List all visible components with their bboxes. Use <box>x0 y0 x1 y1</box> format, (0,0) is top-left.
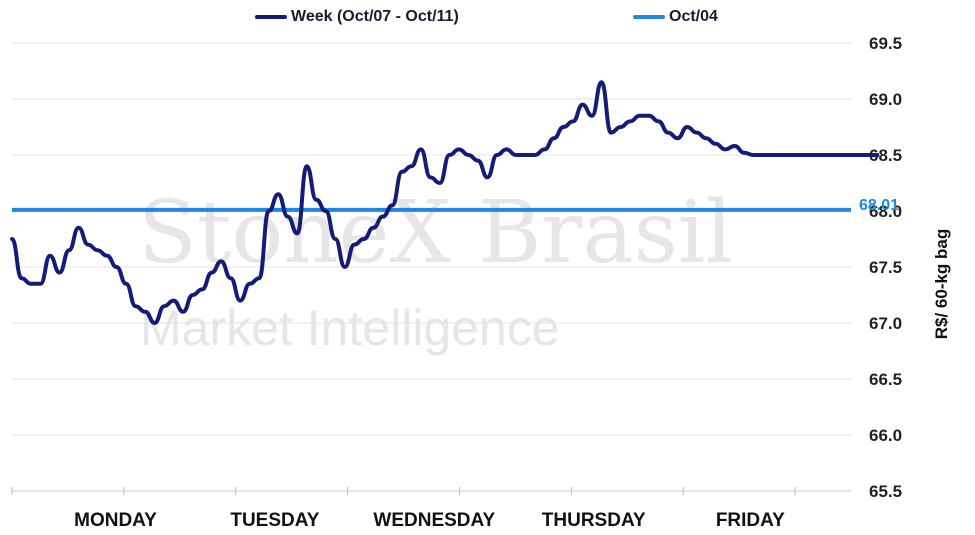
x-tick-label-tuesday: TUESDAY <box>230 510 319 531</box>
y-tick-label-6: 68.5 <box>869 146 902 165</box>
x-axis: MONDAY TUESDAY WEDNESDAY THURSDAY FRIDAY <box>11 487 851 531</box>
y-axis: 65.5 66.0 66.5 67.0 67.5 68.0 68.5 69.0 69.5 <box>869 34 902 501</box>
y-tick-label-2: 66.5 <box>869 370 902 389</box>
legend-label-week: Week (Oct/07 - Oct/11) <box>291 8 459 25</box>
y-tick-label-7: 69.0 <box>869 90 902 109</box>
x-tick-label-friday: FRIDAY <box>716 510 785 531</box>
legend-label-oct04: Oct/04 <box>669 8 718 25</box>
y-axis-label: R$/ 60-kg bag <box>932 229 951 340</box>
grid <box>12 42 851 492</box>
legend-item-week[interactable]: Week (Oct/07 - Oct/11) <box>255 8 459 26</box>
watermark: StoneX Brasil Market Intelligence <box>138 183 733 356</box>
y-tick-label-1: 66.0 <box>869 426 902 445</box>
y-tick-label-4: 67.5 <box>869 258 902 277</box>
watermark-line1: StoneX Brasil <box>138 183 733 283</box>
series-week-line <box>10 80 880 325</box>
y-tick-label-5: 68.0 <box>869 202 902 221</box>
y-tick-label-0: 65.5 <box>869 482 902 501</box>
legend-swatch-week <box>255 15 287 19</box>
x-tick-label-wednesday: WEDNESDAY <box>373 510 495 531</box>
y-tick-label-3: 67.0 <box>869 314 902 333</box>
series-oct04-value-label: 68.01 <box>859 197 899 214</box>
legend-swatch-oct04 <box>633 15 665 19</box>
watermark-line2: Market Intelligence <box>140 300 560 356</box>
series-layer: 68.01 <box>10 80 899 325</box>
x-tick-label-thursday: THURSDAY <box>542 510 646 531</box>
legend: Week (Oct/07 - Oct/11) Oct/04 <box>0 8 975 32</box>
y-tick-label-8: 69.5 <box>869 34 902 53</box>
legend-item-oct04[interactable]: Oct/04 <box>633 8 718 26</box>
x-tick-label-monday: MONDAY <box>74 510 157 531</box>
